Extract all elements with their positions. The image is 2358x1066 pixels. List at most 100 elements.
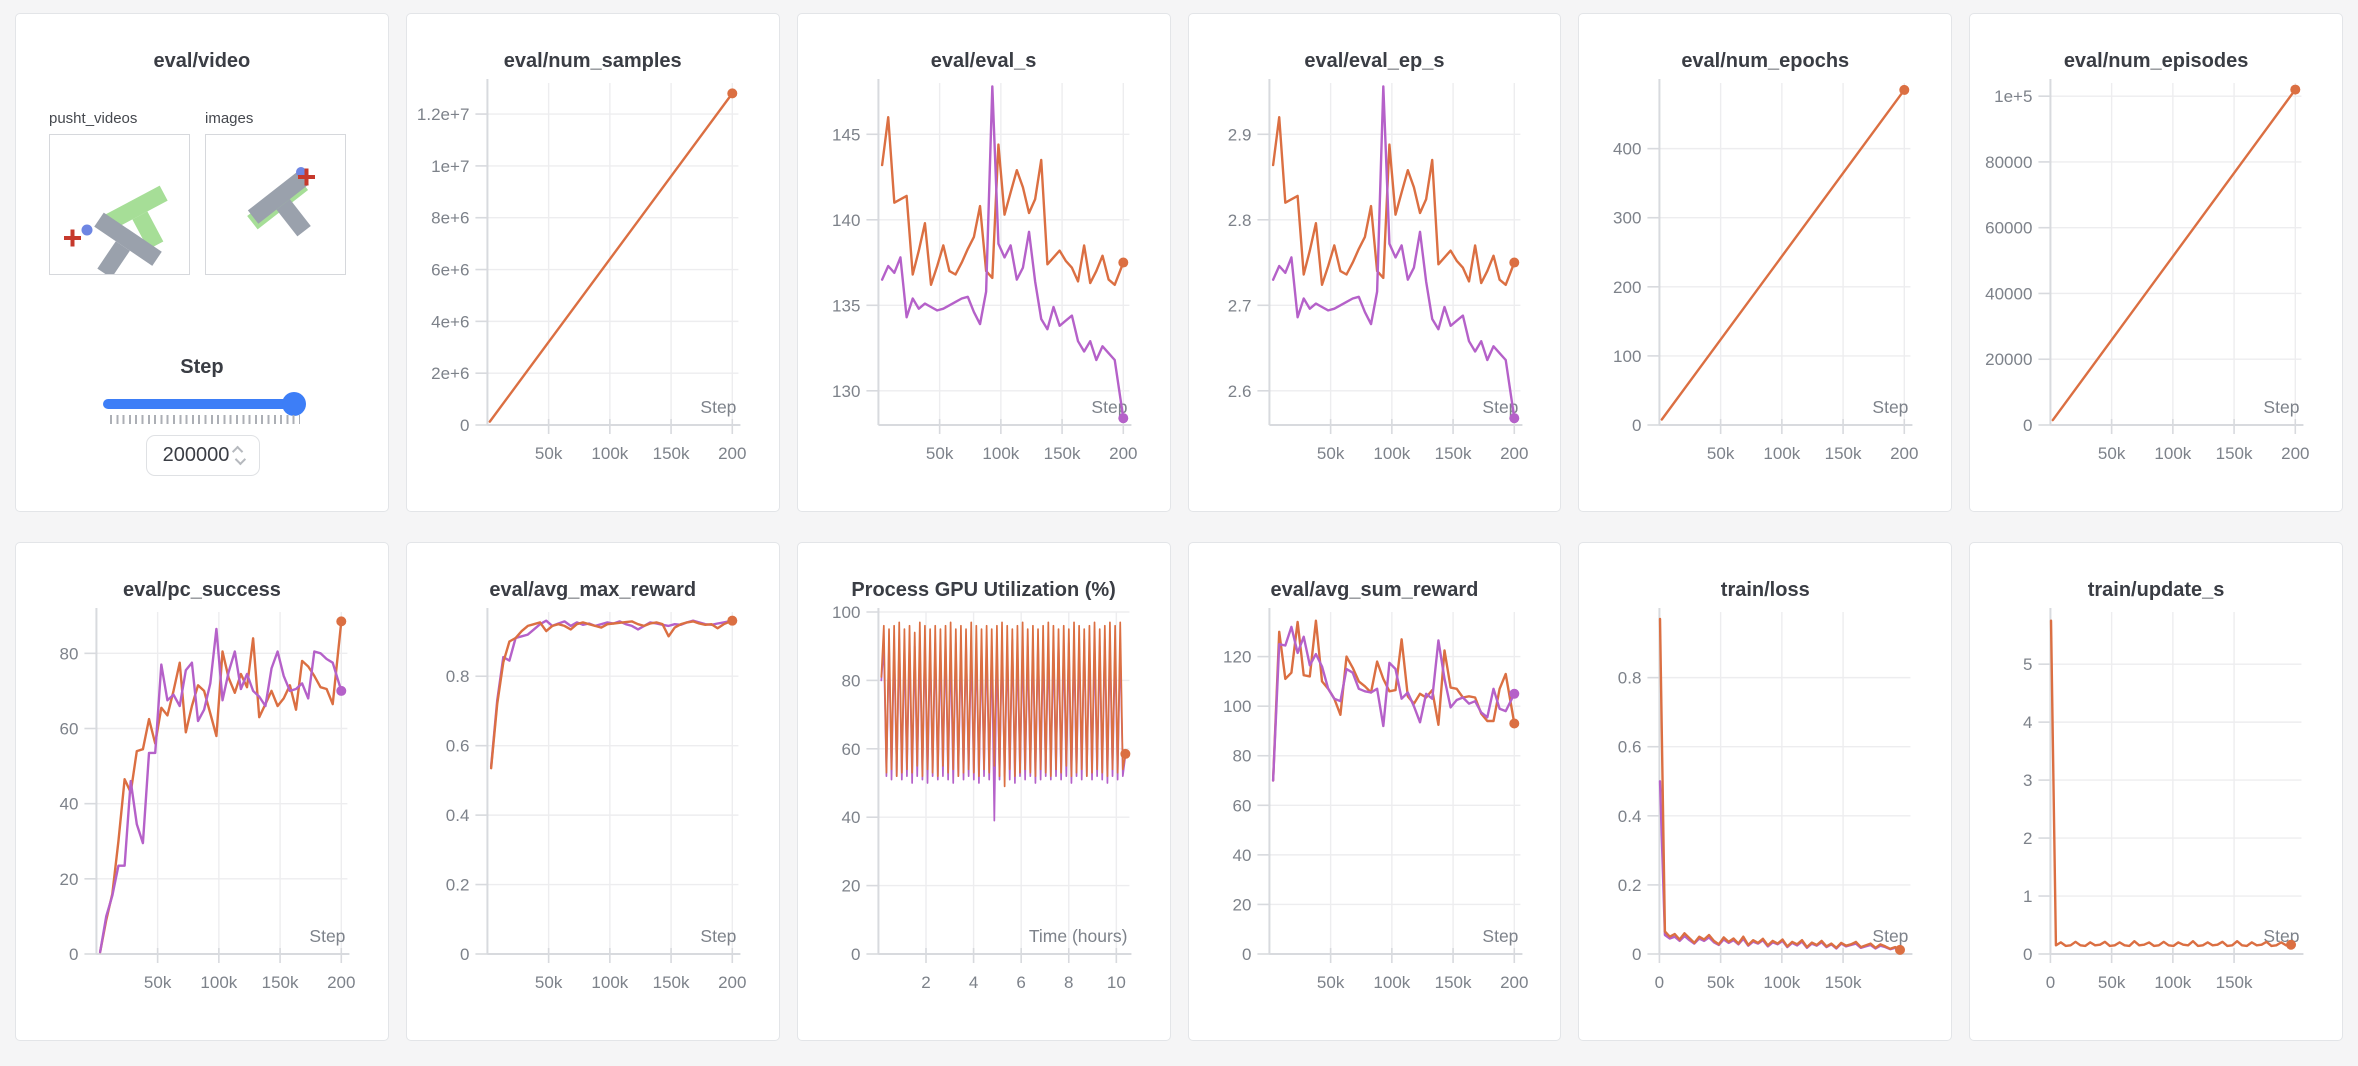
green-t-shape: [103, 185, 168, 250]
series-endpoint-purple-run: [1508, 413, 1519, 424]
agent-dot: [81, 224, 93, 236]
x-tick-label: 150k: [1434, 444, 1471, 463]
y-tick-label: 80: [1232, 747, 1251, 766]
chart-panel-eval_s[interactable]: eval/eval_s 130 135 140 145 50k 100k 150k 200 Ste…: [796, 13, 1171, 512]
series-purple-run: [98, 627, 343, 954]
y-tick-label: 0.8: [446, 667, 470, 686]
x-axis-caption: Step: [700, 926, 736, 946]
chart-panel-avg_max_reward[interactable]: eval/avg_max_reward 0 0.2 0.4 0.6 0.8 50k 100k 1…: [405, 542, 780, 1041]
y-tick-label: 40: [1232, 846, 1251, 865]
x-tick-label: 4: [969, 973, 978, 992]
chart-canvas: 0 100 200 300 400 50k 100k 150k 200 Step: [1613, 79, 1919, 463]
x-tick-label: 200: [1500, 973, 1528, 992]
images-thumbnail[interactable]: [205, 134, 346, 275]
chart-canvas: 0 0.2 0.4 0.6 0.8 50k 100k 150k 200 Step: [446, 608, 746, 992]
x-axis-caption: Time (hours): [1029, 926, 1128, 946]
x-tick-label: 2: [921, 973, 930, 992]
pusht-scene: [64, 185, 168, 279]
x-tick-label: 10: [1107, 973, 1126, 992]
chart-title: eval/eval_ep_s: [1304, 50, 1445, 72]
x-tick-label: 200: [1109, 444, 1137, 463]
chart-title: eval/pc_success: [122, 579, 281, 601]
chart-panel-num_episodes[interactable]: eval/num_episodes 0 20000 40000 60000 80000 1e…: [1969, 13, 2343, 512]
y-tick-label: 0.4: [446, 806, 470, 825]
y-tick-label: 0.6: [1618, 738, 1642, 757]
series-endpoint-orange-run: [1120, 748, 1131, 759]
x-tick-label: 100k: [200, 973, 237, 992]
x-tick-label: 8: [1064, 973, 1073, 992]
chart-title: train/update_s: [2087, 579, 2225, 601]
x-tick-label: 50k: [144, 973, 172, 992]
y-tick-label: 20: [1232, 895, 1251, 914]
chart-panel-num_samples[interactable]: eval/num_samples 0 2e+6 4e+6 6e+6 8e+6 1e+7 1.2…: [405, 13, 780, 512]
chevron-down-icon[interactable]: [235, 453, 247, 466]
step-value-input[interactable]: 200000: [146, 435, 260, 476]
x-tick-label: 100k: [1764, 444, 1801, 463]
series-orange-run: [880, 621, 1126, 788]
chart-panel-train_update_s[interactable]: train/update_s 0 1 2 3 4 5 0 50k 100k 150k Step: [1969, 542, 2343, 1041]
y-tick-label: 6e+6: [431, 261, 469, 280]
series-endpoint-orange-run: [2290, 84, 2301, 95]
x-tick-label: 200: [2281, 444, 2309, 463]
series-endpoint-purple-run: [1117, 413, 1128, 424]
series-orange-run: [1271, 619, 1516, 782]
x-axis-caption: Step: [309, 926, 345, 946]
chart-panel-avg_sum_reward[interactable]: eval/avg_sum_reward 0 20 40 60 80 100 120 50k 100…: [1187, 542, 1562, 1041]
chart-panel-train_loss[interactable]: train/loss 0 0.2 0.4 0.6 0.8 0 50k 100k 150k Step: [1578, 542, 1953, 1041]
step-slider-ruler-ticks: [110, 415, 300, 424]
y-tick-label: 4: [2023, 713, 2032, 732]
chart-canvas: 0 20 40 60 80 50k 100k 150k 200 Step: [59, 608, 355, 992]
chart-canvas: 0 20000 40000 60000 80000 1e+5 50k 100k 150k 200 S…: [1985, 79, 2310, 463]
x-tick-label: 200: [718, 444, 746, 463]
y-tick-label: 0: [2023, 945, 2032, 964]
y-tick-label: 5: [2023, 655, 2032, 674]
pusht-video-thumbnail[interactable]: [49, 134, 190, 279]
chart-panel-pc_success[interactable]: eval/pc_success 0 20 40 60 80 50k 100k 150k 200 St…: [15, 542, 389, 1041]
y-tick-label: 1.2e+7: [417, 105, 469, 124]
y-tick-label: 20000: [1985, 350, 2032, 369]
x-tick-label: 0: [2046, 973, 2055, 992]
images-scene: [247, 167, 315, 237]
y-tick-label: 20: [59, 870, 78, 889]
series-endpoint-orange-run: [2286, 939, 2297, 950]
x-axis-caption: Step: [1873, 926, 1909, 946]
x-axis-caption: Step: [1091, 397, 1127, 417]
y-tick-label: 0: [1632, 945, 1641, 964]
x-tick-label: 100k: [2155, 973, 2192, 992]
video-panel[interactable]: eval/video pusht_videos images: [15, 13, 389, 512]
y-tick-label: 0: [460, 945, 469, 964]
x-tick-label: 50k: [2098, 973, 2126, 992]
chart-canvas: 130 135 140 145 50k 100k 150k 200 Step: [832, 79, 1137, 463]
x-axis-caption: Step: [700, 397, 736, 417]
chart-panel-gpu_util[interactable]: Process GPU Utilization (%) 0 20 40 60 80 100 2…: [796, 542, 1171, 1041]
x-tick-label: 150k: [652, 444, 689, 463]
x-tick-label: 100k: [591, 973, 628, 992]
y-tick-label: 60: [1232, 796, 1251, 815]
chart-canvas: 0 2e+6 4e+6 6e+6 8e+6 1e+7 1.2e+7 50k 100k 150k 20…: [417, 79, 746, 463]
y-tick-label: 1e+7: [431, 157, 469, 176]
step-slider-thumb[interactable]: [282, 392, 306, 416]
x-tick-label: 150k: [1825, 973, 1862, 992]
y-tick-label: 80: [841, 671, 860, 690]
chart-panel-eval_ep_s[interactable]: eval/eval_ep_s 2.6 2.7 2.8 2.9 50k 100k 150k 200…: [1187, 13, 1562, 512]
series-purple-run: [1271, 85, 1516, 420]
series-orange-run: [2051, 88, 2297, 422]
chart-title: eval/num_epochs: [1681, 50, 1850, 72]
x-tick-label: 50k: [1707, 973, 1735, 992]
chart-title: eval/num_episodes: [2063, 50, 2249, 72]
y-tick-label: 3: [2023, 771, 2032, 790]
stepper-chevrons[interactable]: [232, 445, 247, 466]
x-tick-label: 150k: [262, 973, 299, 992]
chart-panel-num_epochs[interactable]: eval/num_epochs 0 100 200 300 400 50k 100k 150k 2…: [1578, 13, 1953, 512]
x-tick-label: 50k: [2098, 444, 2126, 463]
x-tick-label: 50k: [535, 444, 563, 463]
y-tick-label: 0: [69, 945, 78, 964]
y-tick-label: 0: [851, 945, 860, 964]
step-slider-track[interactable]: [103, 399, 304, 409]
x-tick-label: 200: [1500, 444, 1528, 463]
x-tick-label: 50k: [535, 973, 563, 992]
x-tick-label: 100k: [1764, 973, 1801, 992]
x-tick-label: 100k: [1373, 444, 1410, 463]
y-tick-label: 1: [2023, 887, 2032, 906]
x-tick-label: 150k: [1825, 444, 1862, 463]
